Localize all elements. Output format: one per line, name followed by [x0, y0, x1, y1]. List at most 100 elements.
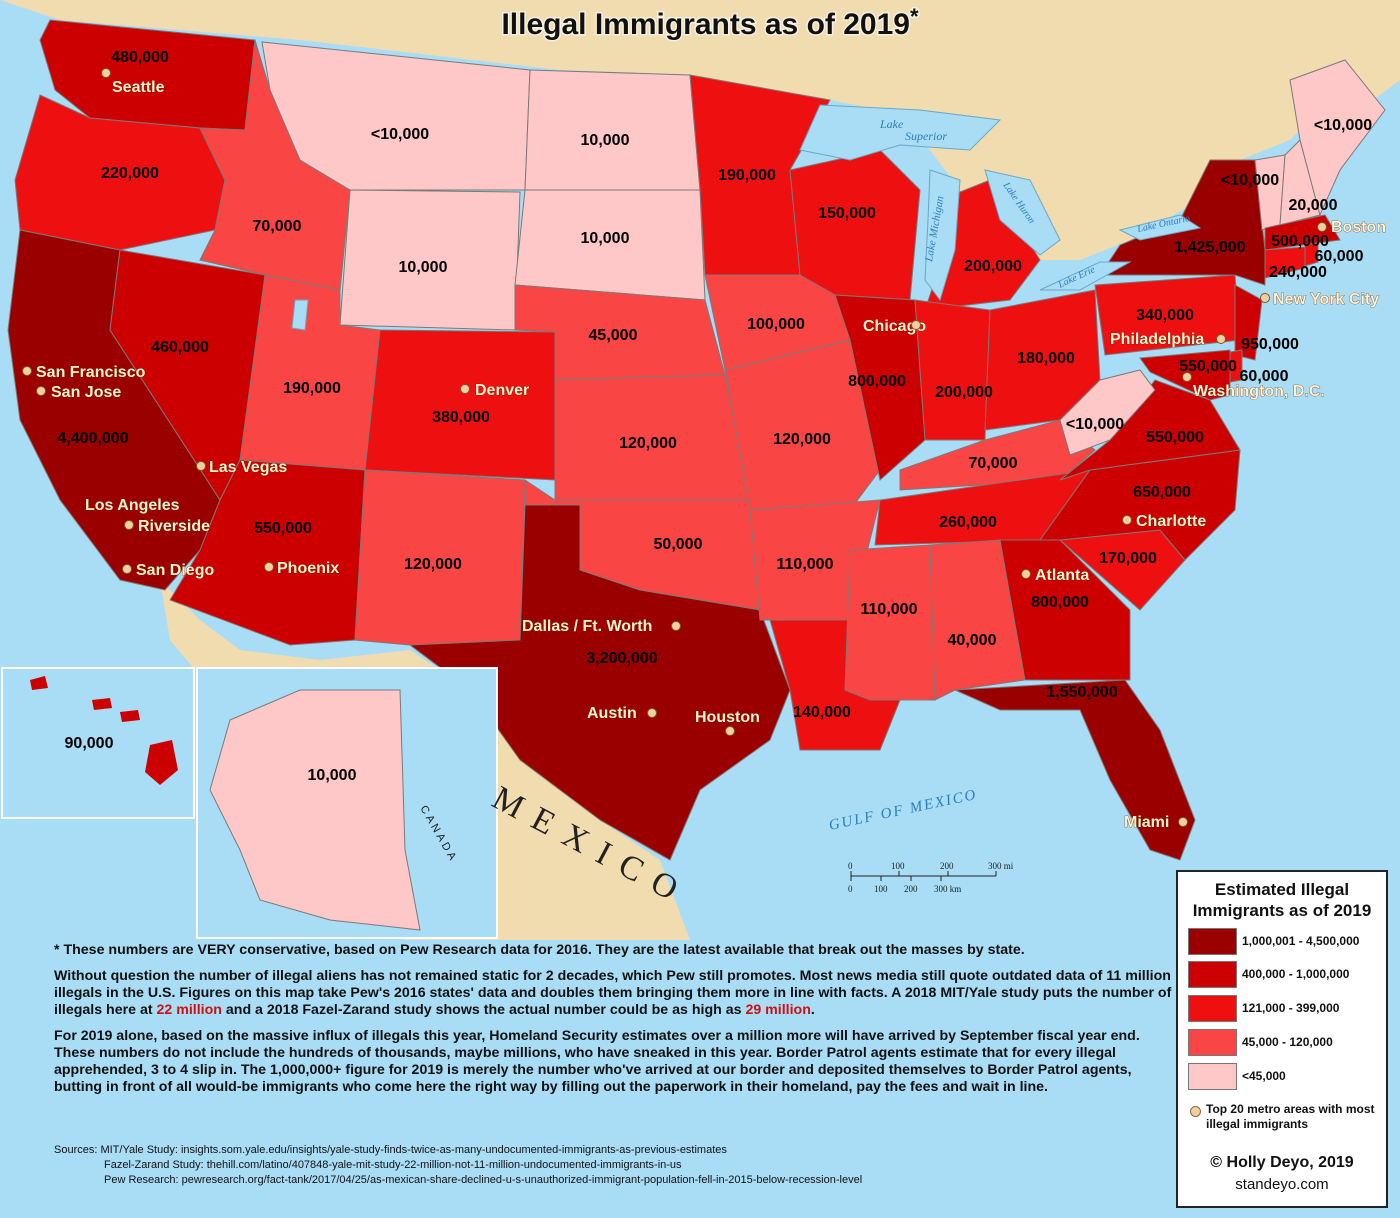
- value-oregon: 220,000: [101, 165, 159, 182]
- city-label-austin: Austin: [587, 705, 637, 722]
- city-dot: [725, 726, 735, 736]
- city-dot: [124, 520, 134, 530]
- highlight-29-million: 29 million: [745, 1002, 811, 1018]
- states: [7, 19, 1386, 861]
- state-rhode-island: [1304, 242, 1319, 267]
- alaska-shape: [209, 689, 421, 931]
- city-label-denver: Denver: [475, 382, 529, 399]
- city-dot: [647, 708, 657, 718]
- value-hawaii: 90,000: [65, 735, 114, 752]
- source-mit-yale: Sources: MIT/Yale Study: insights.som.ya…: [54, 1144, 727, 1156]
- note-text: Without question the number of illegal a…: [54, 968, 1172, 1018]
- value-arkansas: 110,000: [777, 556, 834, 573]
- hawaii-molokai: [120, 710, 140, 722]
- inset-panels: [1, 667, 498, 939]
- city-label-san-jose: San Jose: [51, 384, 121, 401]
- hawaii-oahu: [92, 698, 112, 710]
- legend-title: Estimated Illegal Immigrants as of 2019: [1178, 879, 1386, 921]
- note-paragraph-3: For 2019 alone, based on the massive inf…: [54, 1028, 1140, 1095]
- notes-section: * These numbers are VERY conservative, b…: [54, 942, 1174, 1105]
- scale-km-100: 100: [874, 884, 888, 894]
- value-texas: 3,200,000: [586, 650, 657, 667]
- value-new-jersey: 950,000: [1241, 336, 1299, 353]
- canada-land: [0, 0, 1400, 260]
- highlight-22-million: 22 million: [156, 1002, 222, 1018]
- city-label-miami: Miami: [1124, 814, 1169, 831]
- hawaii-big-island: [145, 740, 178, 785]
- value-nevada: 460,000: [151, 339, 209, 356]
- city-dot: [671, 621, 681, 631]
- city-dot: [22, 366, 32, 376]
- value-west-virginia: <10,000: [1066, 416, 1124, 433]
- value-michigan: 200,000: [964, 258, 1022, 275]
- hawaii-kauai: [30, 676, 48, 690]
- value-missouri: 120,000: [773, 431, 831, 448]
- value-colorado: 380,000: [432, 409, 490, 426]
- value-illinois: 800,000: [848, 373, 906, 390]
- city-dot: [1260, 293, 1270, 303]
- state-value-labels: 480,000 220,000 4,400,000 460,000 70,000…: [57, 49, 1372, 784]
- legend-swatch: [1188, 1029, 1237, 1056]
- value-mississippi: 110,000: [861, 601, 918, 618]
- value-north-dakota: 10,000: [581, 132, 630, 149]
- sources-section: Sources: MIT/Yale Study: insights.som.ya…: [54, 1143, 1164, 1188]
- state-alabama: [929, 539, 1026, 701]
- note-paragraph-2: Without question the number of illegal a…: [54, 968, 1174, 1019]
- state-florida: [954, 679, 1196, 861]
- city-dot: [1317, 222, 1327, 232]
- legend-title-line-2: Immigrants as of 2019: [1192, 901, 1372, 920]
- value-alaska: 10,000: [308, 767, 357, 784]
- state-new-jersey: [1234, 284, 1263, 361]
- great-lakes: [291, 104, 1202, 331]
- city-dot: [1122, 515, 1132, 525]
- scale-bar: 0 100 200 300 mi 0 100 200 300 km: [848, 861, 1014, 894]
- value-rhode-island: 60,000: [1315, 248, 1364, 265]
- value-ohio: 180,000: [1017, 350, 1075, 367]
- legend-range-label: 121,000 - 399,000: [1242, 1001, 1340, 1015]
- value-delaware: 60,000: [1240, 368, 1289, 385]
- scale-mi-300: 300 mi: [988, 861, 1014, 871]
- state-texas: [408, 504, 791, 861]
- city-dot: [264, 562, 274, 572]
- state-kentucky: [899, 419, 1096, 491]
- city-label-houston: Houston: [695, 709, 760, 726]
- value-alabama: 40,000: [948, 632, 997, 649]
- scale-km-200: 200: [904, 884, 918, 894]
- city-label-new-york-city: New York City: [1273, 291, 1379, 308]
- value-utah: 190,000: [283, 380, 341, 397]
- value-oklahoma: 50,000: [654, 536, 703, 553]
- source-fazel-zarand: Fazel-Zarand Study: thehill.com/latino/4…: [104, 1159, 682, 1171]
- city-dot: [460, 384, 470, 394]
- state-indiana: [914, 299, 991, 441]
- city-label-riverside: Riverside: [138, 518, 210, 535]
- value-indiana: 200,000: [935, 384, 993, 401]
- lake-superior-label-2: Superior: [905, 129, 947, 143]
- legend-swatch: [1188, 961, 1237, 988]
- city-label-phoenix: Phoenix: [277, 560, 339, 577]
- city-markers: Seattle San Francisco San Jose Las Vegas…: [22, 68, 1386, 831]
- value-georgia: 800,000: [1031, 594, 1089, 611]
- value-pennsylvania: 340,000: [1136, 307, 1194, 324]
- value-kansas: 120,000: [619, 435, 677, 452]
- city-dot: [1182, 372, 1192, 382]
- value-new-york: 1,425,000: [1174, 239, 1245, 256]
- legend-title-line-1: Estimated Illegal: [1214, 880, 1350, 899]
- city-label-philadelphia: Philadelphia: [1110, 331, 1204, 348]
- state-delaware: [1229, 349, 1243, 383]
- value-california: 4,400,000: [57, 430, 128, 447]
- value-tennessee: 260,000: [939, 514, 997, 531]
- city-label-san-francisco: San Francisco: [36, 364, 146, 381]
- value-wisconsin: 150,000: [818, 205, 876, 222]
- copyright: © Holly Deyo, 2019: [1210, 1154, 1354, 1171]
- city-dot: [122, 564, 132, 574]
- city-dot: [101, 68, 111, 78]
- city-label-atlanta: Atlanta: [1035, 567, 1089, 584]
- map-title: Illegal Immigrants as of 2019*: [501, 4, 919, 41]
- state-west-virginia: [1059, 369, 1156, 456]
- scale-mi-200: 200: [940, 861, 954, 871]
- value-new-hampshire: 20,000: [1289, 197, 1338, 214]
- lake-superior-label-1: Lake: [879, 117, 904, 131]
- state-colorado: [364, 329, 556, 481]
- note-text: .: [810, 1002, 815, 1018]
